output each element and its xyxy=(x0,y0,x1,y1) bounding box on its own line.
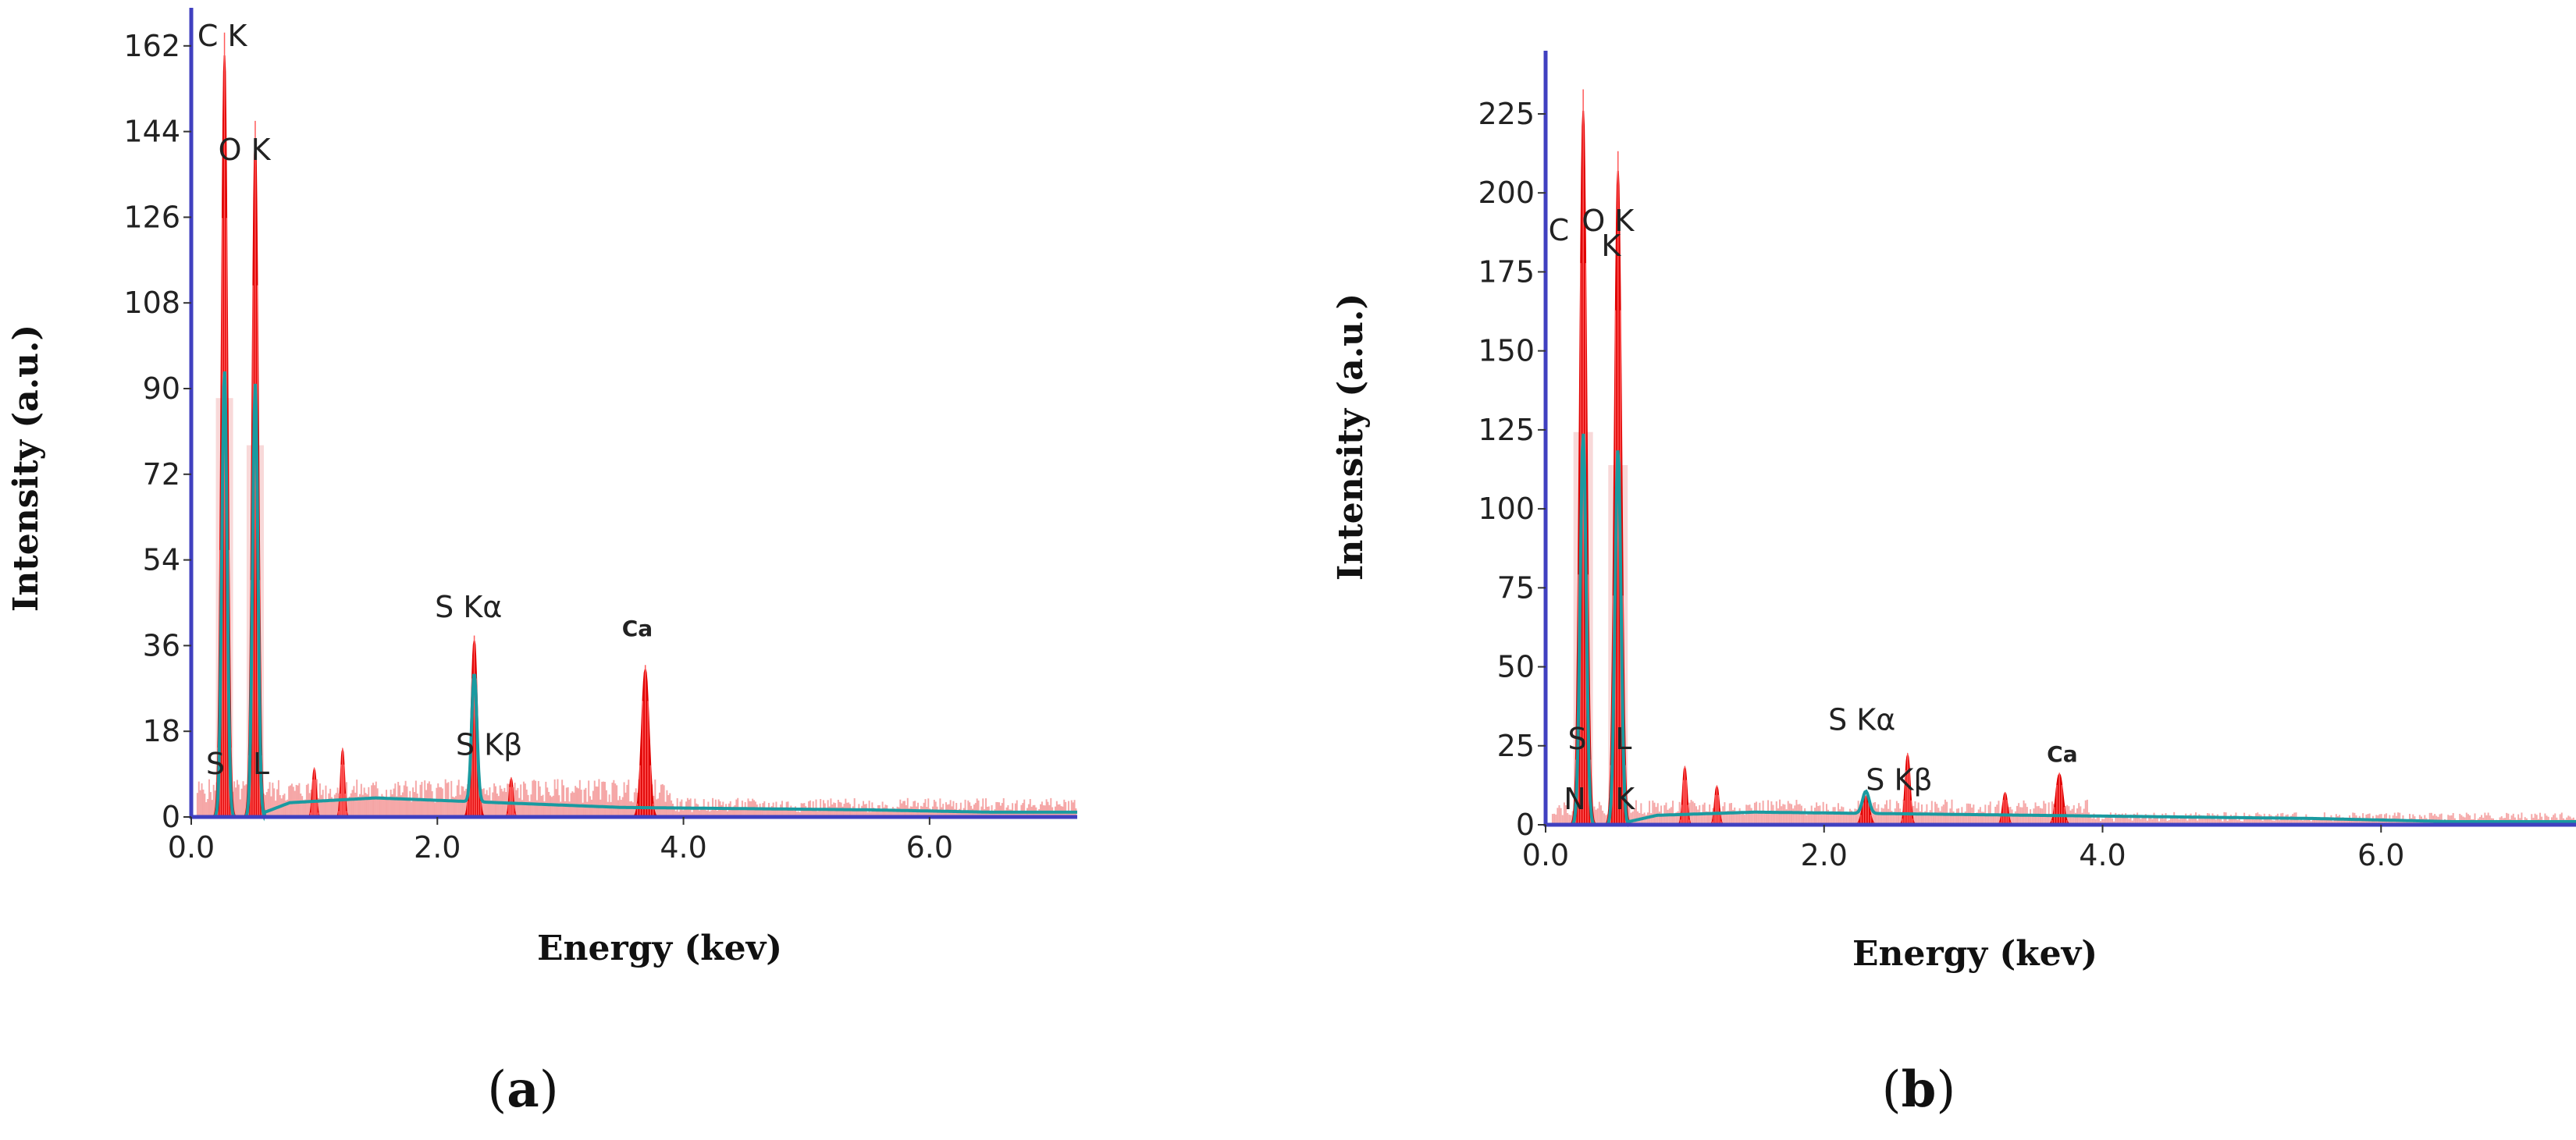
peak-label: C K xyxy=(197,19,248,53)
peak-label: K xyxy=(1615,782,1635,816)
peak-label: L xyxy=(253,747,269,781)
y-tick-label: 25 xyxy=(1497,729,1535,763)
y-tick-label: 72 xyxy=(143,457,180,492)
peak-label: Ca xyxy=(2047,741,2077,767)
y-tick-label: 225 xyxy=(1478,97,1535,131)
peak-label: S xyxy=(1568,722,1587,756)
peak-label: S Kβ xyxy=(1866,762,1932,797)
peak-label: K xyxy=(1601,229,1621,263)
y-tick-label: 162 xyxy=(123,29,180,63)
y-tick-label: 36 xyxy=(143,628,180,662)
x-tick-label: 6.0 xyxy=(2357,838,2404,872)
peak-label: C xyxy=(1549,213,1570,247)
y-tick-label: 200 xyxy=(1478,176,1535,210)
x-tick-label: 0.0 xyxy=(168,830,215,865)
x-tick-label: 0.0 xyxy=(1522,838,1569,872)
peak-label: O K xyxy=(1582,204,1635,238)
y-tick-label: 108 xyxy=(123,286,180,320)
x-tick-label: 2.0 xyxy=(414,830,461,865)
y-tick-label: 0 xyxy=(162,800,180,834)
y-tick-label: 75 xyxy=(1497,570,1535,605)
x-tick-label: 4.0 xyxy=(2079,838,2126,872)
y-tick-label: 126 xyxy=(123,200,180,234)
panel-b-xlabel: Energy (kev) xyxy=(1852,934,2097,974)
peak-label: S xyxy=(206,747,225,781)
y-tick-label: 90 xyxy=(143,371,180,406)
fit-curve xyxy=(1546,433,2576,828)
peak-label: N xyxy=(1564,782,1585,816)
peak-label: S Kα xyxy=(1828,703,1895,737)
y-tick-label: 50 xyxy=(1497,650,1535,684)
peak-label: S Kβ xyxy=(456,728,522,762)
x-tick-label: 4.0 xyxy=(660,830,706,865)
panel-b-caption: (b) xyxy=(1882,1060,1956,1119)
x-tick-label: 6.0 xyxy=(906,830,953,865)
y-tick-label: 18 xyxy=(143,714,180,748)
y-tick-label: 144 xyxy=(123,115,180,149)
y-tick-label: 0 xyxy=(1516,808,1535,842)
panel-a-chart: 0 18 36 54 72 90 108 126 144 162 0.0 2.0 4.0 6.0 C K O … xyxy=(123,8,1077,865)
peak-label: S Kα xyxy=(435,590,502,624)
y-tick-label: 100 xyxy=(1478,492,1535,526)
y-tick-label: 175 xyxy=(1478,254,1535,289)
panel-a-xlabel: Energy (kev) xyxy=(537,929,782,968)
panel-a-ylabel: Intensity (a.u.) xyxy=(6,325,46,612)
x-tick-label: 2.0 xyxy=(1801,838,1848,872)
y-tick-label: 150 xyxy=(1478,334,1535,368)
panel-a-caption: (a) xyxy=(487,1060,558,1119)
y-tick-label: 54 xyxy=(143,543,180,577)
panel-b-chart: 0 25 50 75 100 125 150 175 200 225 0.0 2.0 4.0 6.0 C O … xyxy=(1478,51,2576,872)
y-tick-label: 125 xyxy=(1478,413,1535,447)
panel-b-ylabel: Intensity (a.u.) xyxy=(1331,293,1371,581)
fit-curve xyxy=(191,371,1077,822)
peak-label: L xyxy=(1615,722,1631,756)
peak-label: Ca xyxy=(622,616,653,641)
peak-label: O K xyxy=(219,133,272,167)
